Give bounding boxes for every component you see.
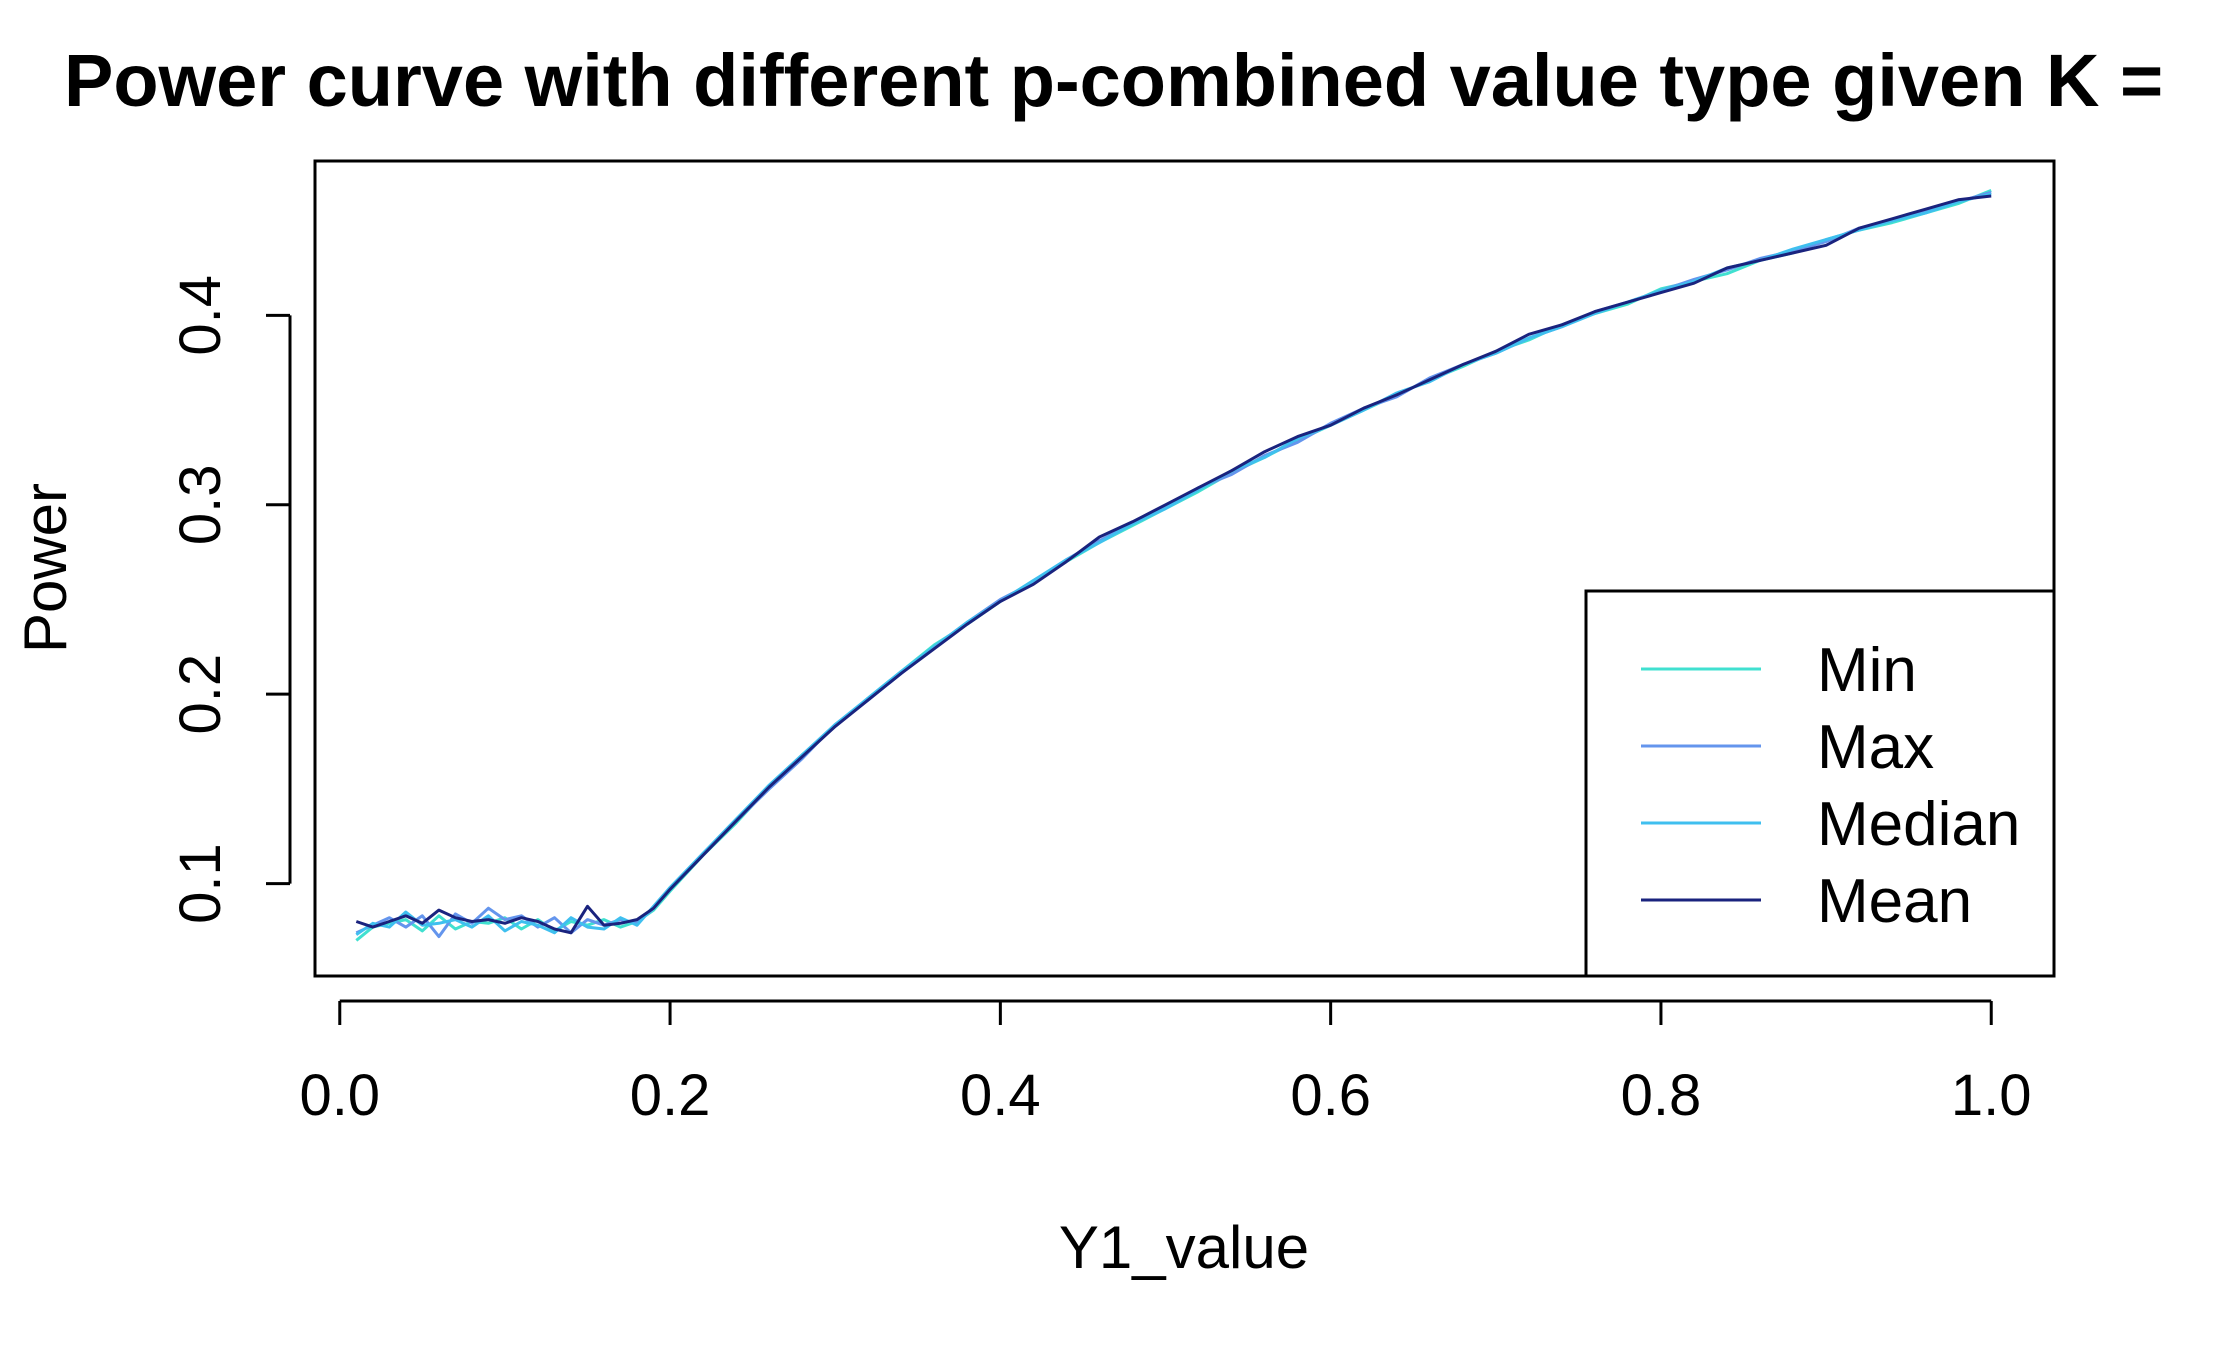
x-tick-label: 0.4: [960, 1063, 1041, 1128]
series-line-mean: [355, 194, 1992, 935]
legend-box: [1584, 589, 2056, 978]
y-tick-label: 0.1: [168, 843, 233, 924]
chart-title: Power curve with different p-combined va…: [64, 39, 2163, 122]
series-line-median: [355, 192, 1992, 936]
series-layer: [355, 189, 1992, 942]
y-axis: 0.1 0.2 0.3 0.4: [168, 275, 292, 924]
legend-label-mean: Mean: [1817, 867, 1972, 936]
plot-frame: [313, 159, 2056, 978]
legend: Min Max Median Mean: [1584, 589, 2056, 978]
y-axis-label: Power: [12, 483, 79, 653]
x-tick-label: 0.2: [630, 1063, 711, 1128]
y-tick-label: 0.2: [168, 654, 233, 735]
legend-label-max: Max: [1817, 713, 1934, 782]
y-tick-label: 0.4: [168, 275, 233, 356]
x-tick-label: 0.6: [1290, 1063, 1371, 1128]
x-axis: 0.0 0.2 0.4 0.6 0.8 1.0: [299, 999, 2032, 1128]
x-tick-label: 1.0: [1951, 1063, 2032, 1128]
legend-label-median: Median: [1817, 790, 2020, 859]
y-tick-label: 0.3: [168, 464, 233, 545]
x-axis-label: Y1_value: [1059, 1214, 1309, 1281]
legend-label-min: Min: [1817, 636, 1917, 705]
x-tick-label: 0.0: [299, 1063, 380, 1128]
x-tick-label: 0.8: [1621, 1063, 1702, 1128]
